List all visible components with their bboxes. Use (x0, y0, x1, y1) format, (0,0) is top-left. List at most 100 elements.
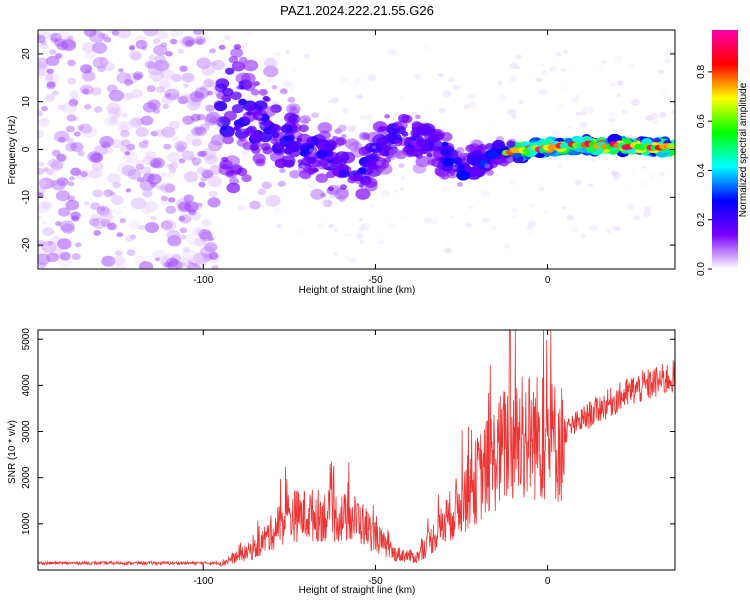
spectral-blob (186, 262, 202, 269)
spectral-blob (204, 114, 219, 126)
spectral-blob (365, 114, 373, 120)
spectral-blob (515, 54, 523, 60)
spectral-blob (575, 94, 581, 99)
spectral-blob (527, 220, 536, 228)
spectral-blob (334, 128, 343, 135)
spectral-blob (65, 125, 75, 133)
spectral-blob (168, 167, 177, 174)
spectral-blob (509, 180, 517, 186)
spectral-blob (631, 99, 640, 106)
spectral-blob (289, 105, 297, 111)
spectral-blob (204, 154, 218, 165)
spectral-blob (147, 63, 164, 76)
y-tick-label: 20 (21, 48, 32, 60)
spectral-blob (205, 104, 215, 112)
spectral-blob (38, 253, 51, 265)
spectral-blob (128, 117, 143, 129)
spectral-blob (459, 152, 468, 159)
spectral-blob (49, 49, 57, 55)
spectral-blob (224, 155, 240, 168)
spectral-blob (511, 115, 517, 119)
spectral-blob (110, 138, 124, 149)
spectral-blob (175, 146, 185, 154)
spectral-blob (112, 256, 126, 266)
spectral-blob (125, 188, 132, 193)
spectral-blob (112, 207, 123, 215)
spectral-blob (103, 146, 114, 155)
spectral-blob (422, 44, 431, 50)
spectral-blob (575, 180, 582, 186)
spectral-blob (283, 136, 291, 141)
spectral-blob (562, 49, 569, 54)
spectral-blob (203, 78, 215, 88)
spectral-blob (331, 156, 342, 164)
spectral-blob (379, 181, 384, 185)
spectral-blob (250, 89, 260, 96)
spectral-blob (117, 120, 132, 132)
spectral-blob (455, 182, 463, 188)
spectral-blob (393, 139, 403, 147)
spectral-blob (671, 110, 675, 114)
spectral-blob (77, 124, 85, 131)
spectral-blob (161, 126, 176, 138)
colorbar-tick-label: 0.6 (696, 114, 707, 128)
spectral-blob (38, 162, 45, 167)
spectral-blob (107, 222, 117, 231)
spectral-blob (283, 147, 293, 155)
spectral-blob (116, 163, 131, 174)
spectral-blob (211, 265, 219, 269)
spectral-blob (210, 134, 226, 146)
colorbar-gradient (712, 30, 738, 269)
spectral-blob (47, 241, 53, 246)
spectral-blob (303, 53, 311, 59)
spectral-blob (393, 189, 398, 193)
spectral-blob (662, 50, 672, 58)
spectral-blob (215, 78, 230, 89)
spectral-blob (184, 201, 199, 213)
spectral-blob (602, 60, 607, 64)
spectral-blob (517, 99, 524, 105)
spectral-blob (161, 219, 177, 231)
spectral-blob (309, 148, 315, 153)
spectral-blob (124, 79, 133, 86)
spectral-blob (189, 90, 205, 103)
spectral-blob (152, 249, 166, 260)
snr-xlabel: Height of straight line (km) (299, 585, 416, 596)
spectral-blob (626, 204, 635, 211)
spectral-blob (103, 36, 112, 43)
spectral-blob (411, 111, 418, 117)
spectral-blob (164, 88, 180, 101)
spectral-blob (359, 239, 365, 245)
spectral-blob (167, 259, 183, 269)
spectral-blob (246, 30, 253, 36)
spectral-blob (220, 125, 227, 131)
spectral-blob (152, 38, 161, 44)
spectral-blob (393, 121, 403, 129)
spectral-blob (427, 107, 432, 111)
spectral-blob (160, 195, 168, 201)
spectral-blob (69, 90, 80, 98)
spectral-blob (96, 65, 106, 73)
spectral-blob (608, 111, 618, 119)
spectral-blob (481, 217, 490, 224)
spectral-blob (59, 251, 71, 261)
spectral-blob (299, 115, 311, 124)
spectral-blob (155, 129, 163, 136)
spectral-blob (61, 223, 75, 234)
spectral-blob (153, 78, 160, 83)
spectral-blob (142, 139, 149, 145)
spectral-blob (84, 104, 92, 110)
spectral-blob (321, 114, 331, 122)
spectral-blob (142, 155, 154, 165)
spectral-blob (67, 59, 76, 67)
spectral-blob (495, 173, 500, 177)
spectral-blob (511, 135, 519, 142)
snr-frame (37, 329, 676, 571)
spectral-blob (101, 255, 116, 267)
spectral-blob (153, 128, 163, 136)
spectral-blob (341, 134, 347, 139)
spectral-blob (140, 115, 154, 126)
spectral-blob (181, 93, 192, 101)
spectral-blob (337, 195, 346, 202)
spectral-blob (221, 156, 229, 163)
